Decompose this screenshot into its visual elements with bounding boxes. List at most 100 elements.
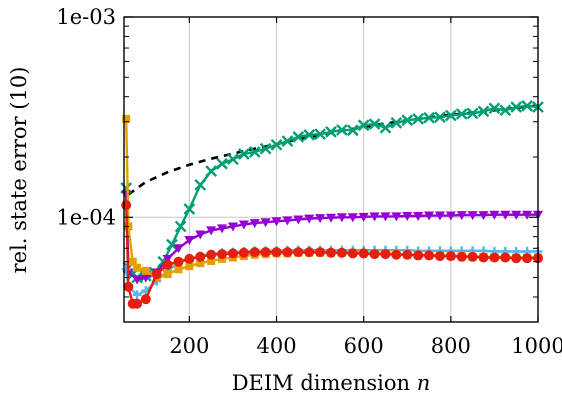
data-point [238,220,249,230]
data-point [402,249,413,260]
data-point [391,249,402,260]
data-point [174,265,183,274]
data-point [173,244,184,254]
data-point [121,264,131,274]
data-point [207,256,216,265]
data-point [121,200,132,211]
data-point [270,138,283,151]
data-point [162,259,173,270]
data-point [260,247,271,258]
data-point [489,210,500,220]
data-point [259,142,272,155]
data-point [358,248,369,259]
data-point [326,247,336,258]
data-point [434,211,445,221]
data-point [522,253,533,264]
data-point [292,131,305,143]
data-point [163,270,172,279]
data-point [369,212,380,222]
data-point [249,247,260,258]
data-point [336,247,347,258]
data-point [282,247,293,258]
data-point [206,249,217,260]
data-point [184,236,195,246]
data-point [522,210,533,220]
x-tick-label: 800 [431,334,471,358]
x-tick-label: 400 [256,334,296,358]
data-point [151,269,162,280]
data-point [195,230,206,240]
data-point [413,211,424,221]
data-point [174,220,187,233]
data-point [478,211,489,221]
data-point [401,114,414,127]
data-point [140,294,151,305]
data-point [434,111,446,124]
data-point [281,135,294,147]
data-point [336,124,348,136]
data-point [357,119,370,132]
data-point [133,263,142,272]
data-point [402,211,413,221]
x-tick-label: 1000 [511,334,562,358]
data-point [391,212,402,222]
data-point [271,247,282,258]
data-point [456,211,467,221]
data-point [326,213,336,223]
data-point [293,247,304,258]
data-point [173,256,184,267]
data-point [132,290,142,300]
data-point [123,281,134,292]
data-point [217,249,228,260]
data-point [346,124,359,137]
data-point [412,113,425,125]
y-axis-label: rel. state error (10) [7,67,31,274]
data-point [216,157,228,170]
data-point [424,250,435,261]
data-point [184,253,195,264]
data-point [196,259,205,268]
data-point [227,222,238,232]
data-point [511,253,522,264]
data-point [413,250,424,261]
data-point [445,211,456,221]
data-point [315,214,326,224]
data-point [380,249,391,260]
data-point [282,216,293,226]
data-point [499,104,512,117]
series-line [125,194,538,281]
data-point [205,165,218,177]
data-point [369,249,380,260]
series-6 [121,200,543,309]
data-point [314,128,326,141]
data-point [293,215,304,225]
data-point [194,179,207,191]
x-tick-label: 600 [344,334,384,358]
data-point [444,109,457,122]
data-point [132,298,143,309]
data-point [260,218,271,228]
data-point [336,213,347,223]
data-point [445,251,456,262]
data-point [217,224,228,234]
data-point [477,105,490,118]
data-point [304,247,315,258]
data-point [304,214,315,224]
data-point [238,247,249,258]
data-point [237,148,250,160]
x-axis-variable: n [417,371,431,395]
data-point [315,247,326,258]
y-tick-label: 1e-03 [56,5,116,29]
data-point [456,251,467,262]
data-point [424,211,435,221]
data-point [347,213,358,223]
data-point [141,266,150,275]
data-point [478,252,489,263]
data-point [358,212,369,222]
data-point [521,100,533,112]
data-point [500,252,511,263]
series-3 [121,190,543,285]
y-tick-label: 1e-04 [56,205,116,229]
data-point [423,111,435,124]
